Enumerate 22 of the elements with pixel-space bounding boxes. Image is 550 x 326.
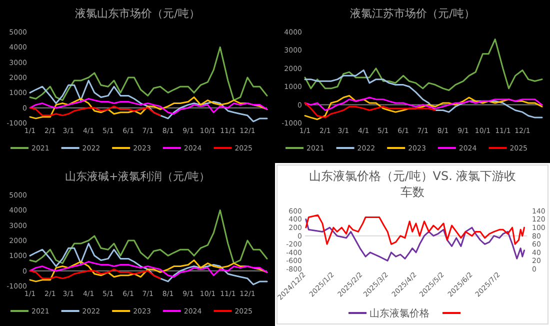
line-series — [29, 106, 161, 116]
line-series — [29, 260, 268, 278]
line-series — [29, 242, 268, 286]
chart-title: 液氯山东市场价（元/吨） — [75, 7, 200, 20]
line-series — [29, 268, 161, 280]
line-series — [29, 98, 268, 115]
legend-label: 山东液氯价格 — [370, 308, 430, 320]
line-series — [305, 218, 525, 262]
line-series — [29, 259, 268, 282]
line-series — [304, 94, 543, 120]
line-series — [29, 96, 268, 120]
line-series — [304, 102, 436, 118]
line-series — [305, 214, 525, 245]
line-series — [29, 80, 268, 122]
line-series — [29, 209, 268, 264]
line-series — [304, 38, 543, 91]
chart-title: 山东液氯价格（元/吨）VS. 液氯下游收车数 — [308, 169, 516, 199]
line-series — [29, 46, 268, 101]
chart-title: 山东液碱+液氯利润（元/吨） — [65, 170, 210, 183]
line-series — [304, 69, 543, 118]
line-series — [304, 96, 543, 112]
chart-title: 液氯江苏市场价（元/吨） — [350, 7, 475, 20]
